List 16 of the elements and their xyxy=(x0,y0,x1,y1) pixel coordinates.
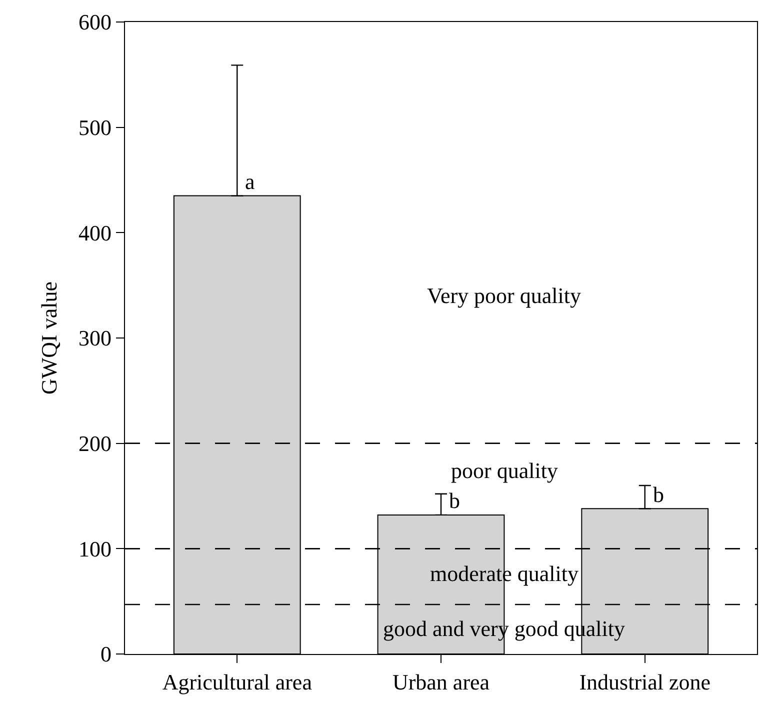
y-tick-label: 400 xyxy=(78,220,112,246)
annotation: a xyxy=(245,169,255,194)
annotation: poor quality xyxy=(451,458,558,483)
x-tick-label: Urban area xyxy=(392,670,490,694)
annotation: b xyxy=(449,488,460,513)
y-tick-label: 200 xyxy=(78,431,112,456)
y-tick-label: 600 xyxy=(78,10,112,35)
y-tick-label: 100 xyxy=(78,536,112,562)
x-tick-label: Industrial zone xyxy=(579,670,711,694)
y-tick-label: 0 xyxy=(100,642,112,667)
annotation: Very poor quality xyxy=(427,283,581,308)
y-tick-label: 500 xyxy=(78,115,112,140)
y-axis-title: GWQI value xyxy=(36,281,62,395)
y-tick-label: 300 xyxy=(78,326,112,351)
annotation: b xyxy=(653,482,664,507)
x-tick-label: Agricultural area xyxy=(162,670,312,694)
